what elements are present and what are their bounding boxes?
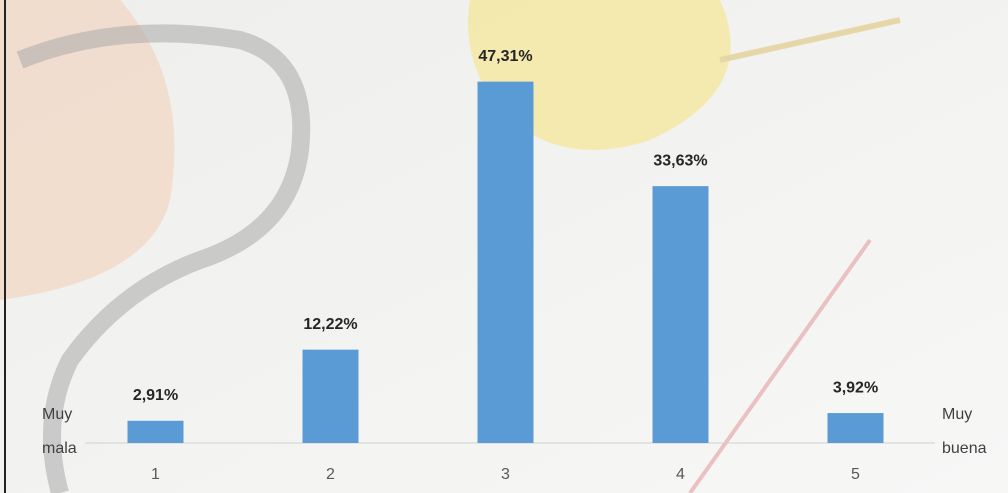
x-tick-label: 5: [851, 466, 860, 483]
helmet-shape: [0, 0, 175, 300]
x-tick-label: 2: [326, 466, 335, 483]
data-label: 2,91%: [133, 387, 178, 404]
annotation: Muy mala: [42, 406, 77, 457]
bar: [827, 413, 884, 443]
bar: [127, 420, 184, 443]
bar: [477, 81, 534, 444]
pencil-shape: [719, 17, 901, 63]
glasses-shape: [16, 24, 311, 493]
annotation: Muy buena: [942, 406, 987, 457]
bar: [302, 349, 359, 443]
ruler-shape: [468, 0, 731, 150]
data-label: 33,63%: [653, 152, 707, 169]
data-label: 12,22%: [303, 316, 357, 333]
x-tick-label: 1: [151, 466, 160, 483]
ruler-line: [688, 238, 872, 493]
bar: [652, 186, 709, 443]
data-label: 47,31%: [478, 48, 532, 65]
x-tick-label: 3: [501, 466, 510, 483]
x-tick-label: 4: [676, 466, 685, 483]
data-label: 3,92%: [833, 379, 878, 396]
